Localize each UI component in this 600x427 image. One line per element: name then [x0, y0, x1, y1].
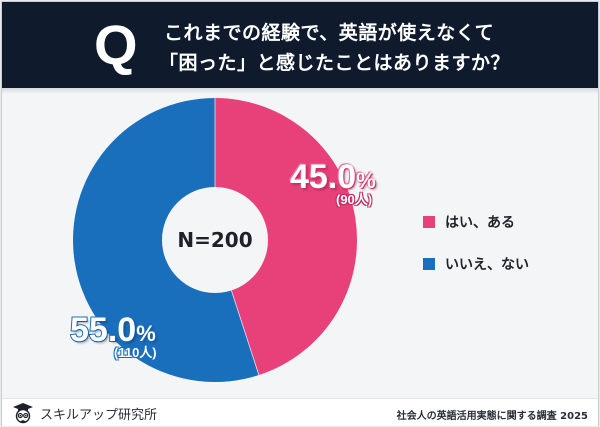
brand-logo: スキルアップ研究所: [12, 402, 157, 424]
legend-label-no: いいえ、ない: [445, 257, 529, 273]
legend-item-no: いいえ、ない: [423, 254, 529, 274]
donut-chart: [73, 98, 357, 382]
no-percent-sign: %: [135, 320, 157, 347]
yes-count-label: (90人): [336, 192, 373, 207]
yes-percent-label: 45.0%: [290, 159, 376, 195]
question-line-2: 「困った」と感じたことはありますか？: [159, 52, 511, 74]
header-shadow: [2, 88, 598, 94]
yes-percent-sign: %: [356, 168, 376, 193]
chart-legend: はい、ある いいえ、ない: [423, 212, 529, 296]
owl-graduate-icon: [13, 403, 33, 424]
source-caption: 社会人の英語活用実態に関する調査 2025: [396, 411, 588, 422]
q-mark: Q: [94, 13, 138, 76]
question-header: Q これまでの経験で、英語が使えなくて 「困った」と感じたことはありますか？: [2, 2, 598, 88]
brand-name: スキルアップ研究所: [40, 407, 158, 423]
no-count-label: (110人): [114, 345, 157, 360]
question-line-1: これまでの経験で、英語が使えなくて: [164, 22, 495, 44]
no-percent-value: 55.0: [69, 311, 137, 349]
legend-item-yes: はい、ある: [423, 212, 529, 232]
legend-swatch-yes: [423, 216, 435, 228]
footer: スキルアップ研究所 社会人の英語活用実態に関する調査 2025: [2, 398, 598, 426]
slice-yes: [215, 98, 357, 376]
sample-size-label: N=200: [177, 228, 253, 252]
donut-hole: [162, 187, 268, 293]
legend-label-yes: はい、ある: [445, 215, 515, 231]
legend-swatch-no: [423, 258, 435, 270]
no-percent-label: 55.0%: [69, 311, 157, 349]
yes-percent-value: 45.0: [290, 158, 357, 196]
